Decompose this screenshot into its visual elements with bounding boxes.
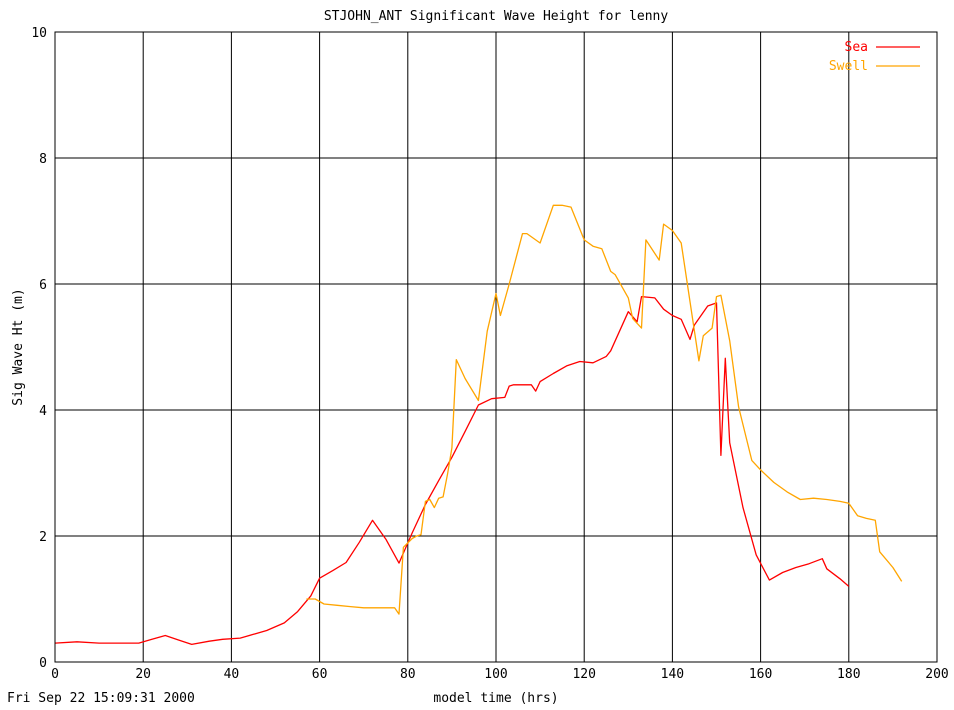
x-tick-label: 140: [661, 667, 684, 682]
x-tick-label: 180: [837, 667, 860, 682]
x-tick-label: 60: [312, 667, 328, 682]
x-tick-label: 160: [749, 667, 772, 682]
y-tick-label: 2: [39, 530, 47, 545]
timestamp-footer: Fri Sep 22 15:09:31 2000: [7, 691, 195, 706]
y-tick-label: 8: [39, 152, 47, 167]
y-axis-label: Sig Wave Ht (m): [11, 288, 26, 405]
legend-label: Swell: [829, 59, 868, 74]
legend: Sea Swell: [829, 40, 920, 74]
x-axis-label: model time (hrs): [433, 691, 558, 706]
x-tick-label: 100: [484, 667, 507, 682]
x-tick-label: 40: [224, 667, 240, 682]
x-tick-label: 120: [572, 667, 595, 682]
x-tick-label: 0: [51, 667, 59, 682]
x-tick-label: 200: [925, 667, 948, 682]
series-line-swell: [306, 204, 903, 615]
tick-labels: 0 20 40 60 80 100 120 140 160 180 200 0 2 4 6 8 10: [31, 26, 948, 682]
plot-frame: [54, 31, 938, 663]
y-tick-label: 6: [39, 278, 47, 293]
x-tick-label: 20: [135, 667, 151, 682]
series-line-sea: [54, 295, 850, 646]
y-tick-label: 0: [39, 656, 47, 671]
grid: [54, 31, 938, 663]
chart-title: STJOHN_ANT Significant Wave Height for l…: [324, 9, 669, 24]
legend-label: Sea: [845, 40, 868, 55]
y-tick-label: 4: [39, 404, 47, 419]
y-tick-label: 10: [31, 26, 47, 41]
series-group: [54, 204, 903, 646]
x-tick-label: 80: [400, 667, 416, 682]
